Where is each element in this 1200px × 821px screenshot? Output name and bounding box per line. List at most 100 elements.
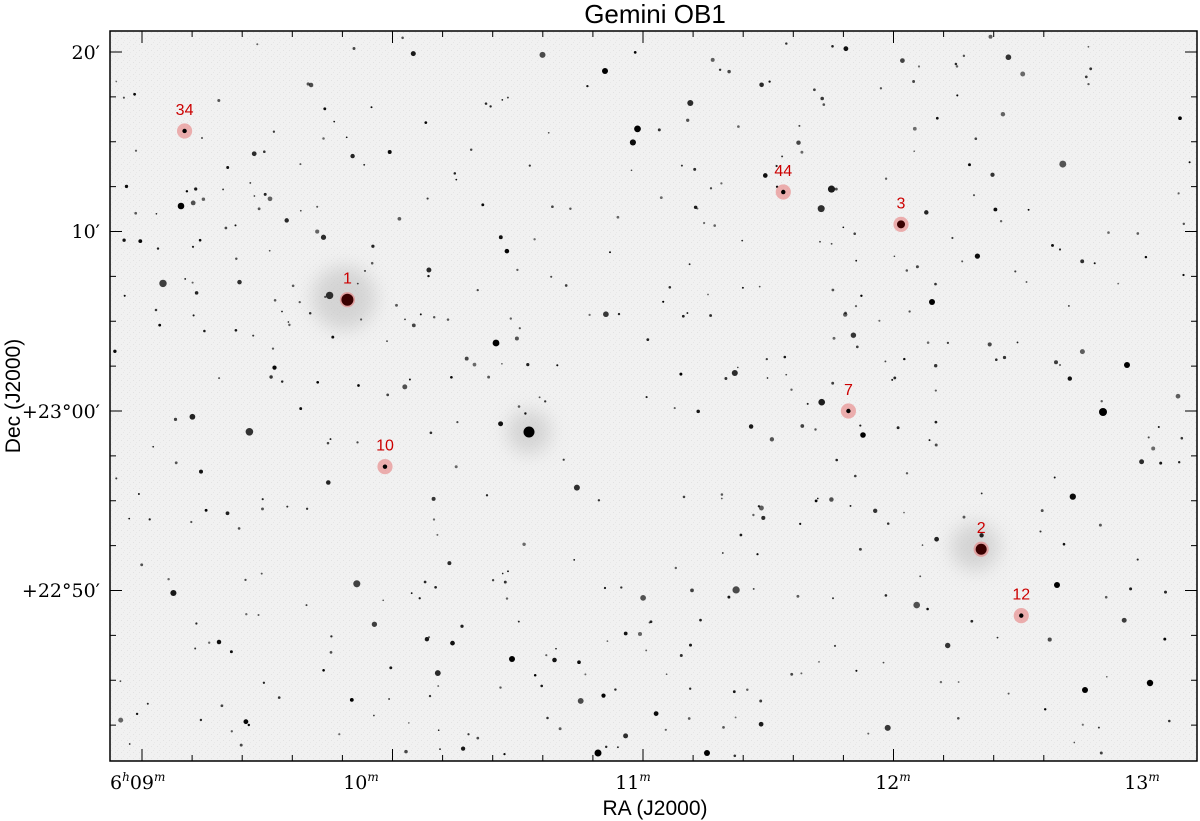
- field-star: [980, 492, 983, 495]
- field-star: [721, 552, 724, 554]
- field-star: [623, 733, 629, 739]
- field-star: [835, 458, 838, 462]
- field-star: [426, 197, 429, 200]
- field-star: [533, 674, 537, 677]
- field-star: [659, 196, 663, 200]
- field-star: [538, 396, 541, 399]
- field-star: [853, 232, 856, 235]
- field-star: [858, 547, 862, 551]
- field-star: [739, 533, 743, 537]
- bright-field-star: [929, 299, 935, 305]
- field-star: [798, 124, 801, 127]
- field-star: [432, 518, 436, 521]
- field-star: [439, 748, 441, 750]
- field-star: [633, 51, 637, 54]
- field-star: [427, 274, 430, 278]
- field-star: [397, 216, 402, 221]
- bright-field-star: [1146, 679, 1154, 687]
- field-star: [800, 672, 803, 675]
- field-star: [522, 542, 526, 547]
- field-star: [245, 428, 254, 436]
- field-star: [893, 255, 896, 258]
- field-star: [884, 177, 888, 180]
- field-star: [371, 244, 375, 248]
- field-star: [693, 167, 697, 171]
- bright-field-star: [492, 339, 500, 347]
- field-star: [138, 239, 143, 244]
- field-star: [272, 365, 277, 370]
- field-star: [993, 207, 998, 212]
- field-star: [170, 589, 177, 597]
- field-star: [1058, 248, 1062, 251]
- labeled-source: 2: [973, 520, 989, 557]
- field-star: [737, 366, 739, 369]
- field-star: [1002, 355, 1007, 360]
- source-star: [781, 189, 786, 195]
- field-star: [573, 559, 576, 561]
- field-star: [1067, 304, 1070, 307]
- field-star: [370, 261, 374, 265]
- field-star: [418, 597, 421, 600]
- field-star: [261, 507, 264, 511]
- field-star: [308, 312, 312, 315]
- field-star: [272, 130, 276, 133]
- field-star: [813, 88, 816, 92]
- field-star: [703, 221, 706, 225]
- field-star: [261, 498, 264, 501]
- field-star: [1000, 111, 1006, 117]
- field-star: [456, 421, 459, 424]
- field-star: [935, 116, 939, 120]
- field-star: [540, 684, 544, 688]
- field-star: [1007, 692, 1010, 695]
- field-star: [682, 495, 686, 499]
- field-star: [962, 54, 966, 58]
- field-star: [316, 205, 319, 208]
- field-star: [573, 484, 580, 491]
- field-star: [324, 295, 327, 298]
- field-star: [746, 688, 749, 691]
- field-star: [814, 428, 817, 431]
- field-star: [832, 597, 834, 600]
- field-star: [806, 402, 809, 405]
- field-star: [1105, 675, 1108, 678]
- field-star: [498, 235, 503, 240]
- field-star: [194, 647, 197, 650]
- bright-field-star: [509, 656, 515, 662]
- field-star: [720, 182, 723, 185]
- field-star: [934, 389, 937, 392]
- x-tick-label: 10m: [343, 770, 379, 794]
- field-star: [460, 624, 464, 628]
- field-star: [843, 312, 848, 317]
- field-star: [547, 131, 550, 134]
- field-star: [524, 412, 527, 415]
- field-star: [1107, 231, 1110, 234]
- field-star: [741, 286, 744, 289]
- field-star: [934, 282, 937, 286]
- field-star: [1073, 741, 1076, 744]
- field-star: [135, 712, 139, 716]
- field-star: [1121, 617, 1127, 623]
- x-tick-labels: 6h09m 10m 11m 12m 13m: [110, 770, 1160, 794]
- field-star: [546, 716, 549, 720]
- field-star: [499, 686, 502, 689]
- field-star: [785, 42, 788, 45]
- field-star: [999, 219, 1003, 223]
- field-star: [855, 259, 858, 262]
- field-star: [680, 164, 683, 167]
- field-star: [951, 236, 954, 240]
- field-star: [345, 136, 348, 139]
- field-star: [829, 497, 834, 502]
- field-star: [190, 200, 196, 206]
- field-star: [550, 275, 553, 278]
- field-star: [562, 458, 565, 461]
- field-star: [382, 599, 385, 602]
- field-star: [928, 439, 931, 442]
- field-star: [516, 268, 519, 272]
- field-star: [407, 722, 410, 724]
- bright-field-star: [177, 202, 185, 210]
- field-star: [472, 362, 477, 367]
- field-star: [893, 376, 897, 380]
- y-tick-label: 10′: [72, 221, 101, 243]
- field-star: [122, 238, 126, 242]
- field-star: [1043, 708, 1047, 711]
